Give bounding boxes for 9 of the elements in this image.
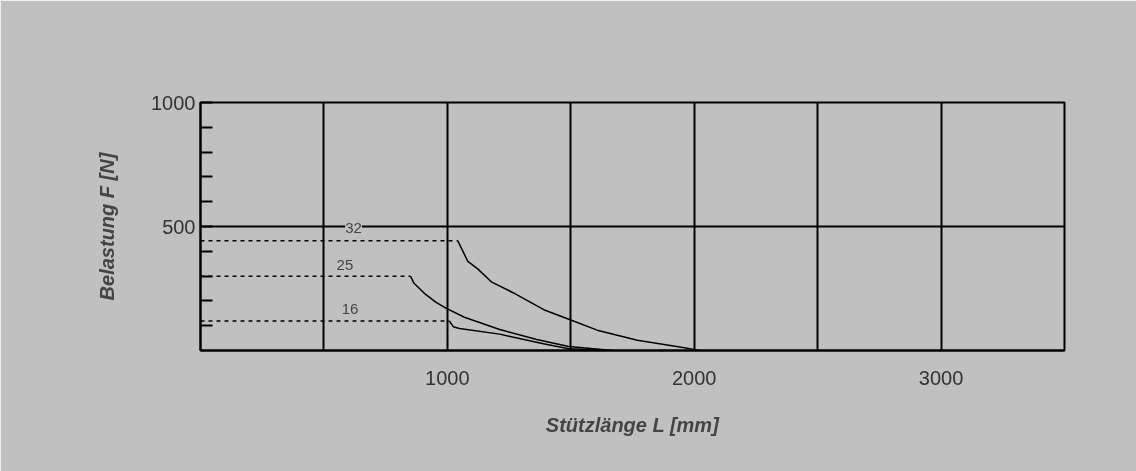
y-axis-title: Belastung F [N] (96, 151, 119, 301)
x-tick-label: 3000 (918, 366, 964, 389)
annotation: 32 (345, 218, 362, 236)
annotation: 16 (341, 300, 359, 318)
x-tick-label: 1000 (425, 366, 470, 389)
y-tick-label: 500 (162, 215, 196, 238)
annotation: 25 (336, 255, 354, 273)
x-axis-title: Stützlänge L [mm] (545, 413, 721, 436)
x-tick-label: 2000 (671, 366, 717, 389)
